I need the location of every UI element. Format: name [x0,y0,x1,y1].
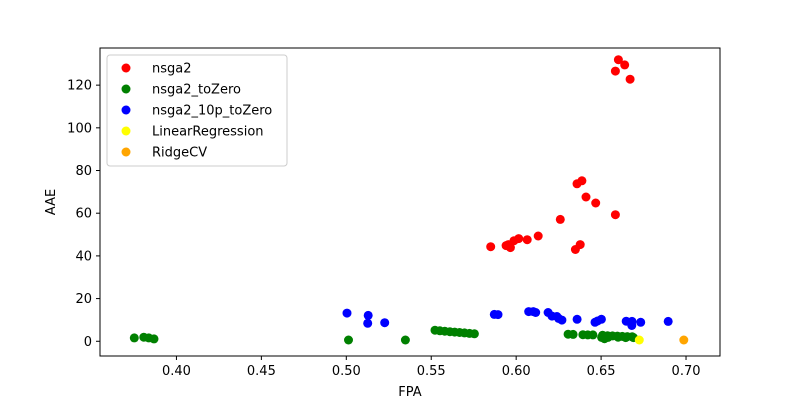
x-tick-label: 0.65 [587,364,616,379]
data-point-nsga2 [620,60,630,70]
data-point-nsga2 [581,192,591,202]
data-point-nsga2 [625,74,635,84]
data-point-nsga2_toZero [344,335,353,345]
data-point-nsga2 [505,243,515,253]
data-point-nsga2_toZero [129,333,139,343]
data-point-nsga2_10p_toZero [596,314,606,324]
axis-ticks: 0.40 0.45 0.50 0.55 0.60 0.65 0.70 0 20 40 60 80 100… [67,79,700,379]
x-tick-label: 0.60 [502,364,531,379]
legend: nsga2 nsga2_toZero nsga2_10p_toZero LinearR… [106,54,288,167]
y-tick-label: 20 [75,292,92,307]
data-point-nsga2_10p_toZero [663,316,673,326]
data-point-nsga2 [486,242,496,252]
legend-marker [121,105,131,115]
x-tick-label: 0.55 [417,364,446,379]
data-point-nsga2_toZero [613,332,623,342]
data-point-nsga2 [570,245,580,254]
data-point-nsga2_10p_toZero [531,308,541,317]
data-point-nsga2 [591,198,601,208]
y-tick-label: 80 [75,164,92,179]
data-point-nsga2_10p_toZero [557,315,567,325]
data-point-nsga2_10p_toZero [572,314,582,324]
data-point-nsga2_10p_toZero [363,310,373,320]
data-point-nsga2_toZero [400,335,410,345]
legend-marker [121,147,131,157]
data-point-nsga2_10p_toZero [627,321,637,330]
data-point-RidgeCV [679,335,689,345]
y-tick-label: 0 [84,335,92,350]
data-point-nsga2_10p_toZero [636,317,646,327]
legend-marker [121,84,131,94]
data-point-nsga2_toZero [568,329,578,339]
legend-marker [121,126,131,136]
legend-label: nsga2_toZero [152,83,241,98]
data-point-nsga2 [522,235,532,245]
data-point-nsga2_toZero [469,329,479,339]
legend-label: RidgeCV [152,146,207,161]
x-tick-label: 0.40 [162,364,191,379]
y-axis-label: AAE [44,189,59,215]
y-tick-label: 40 [75,249,92,264]
x-tick-label: 0.45 [247,364,276,379]
data-point-nsga2_toZero [149,334,159,344]
data-point-nsga2 [555,214,565,224]
data-point-nsga2_10p_toZero [493,310,503,320]
x-tick-label: 0.70 [672,364,701,379]
x-tick-label: 0.50 [332,364,361,379]
data-point-nsga2_10p_toZero [342,308,352,318]
data-point-nsga2 [613,55,623,65]
data-point-nsga2_10p_toZero [363,318,373,328]
legend-frame [106,54,288,167]
data-point-nsga2_toZero [588,330,598,340]
data-point-LinearRegression [634,335,644,345]
data-point-nsga2_toZero [600,334,609,344]
legend-label: nsga2_10p_toZero [152,104,272,119]
legend-label: nsga2 [152,62,192,77]
y-tick-label: 100 [67,121,92,136]
legend-marker [121,63,131,73]
y-tick-label: 120 [67,79,92,94]
data-point-nsga2_10p_toZero [380,318,390,328]
plot-frame [99,47,721,357]
data-point-nsga2_toZero [621,333,631,343]
x-axis-label: FPA [398,385,421,400]
data-point-nsga2 [610,66,620,76]
data-point-nsga2 [533,231,543,241]
data-point-nsga2 [610,210,620,220]
data-point-nsga2 [572,179,582,189]
points-layer [129,55,689,345]
legend-label: LinearRegression [152,125,264,140]
y-tick-label: 60 [75,207,92,222]
